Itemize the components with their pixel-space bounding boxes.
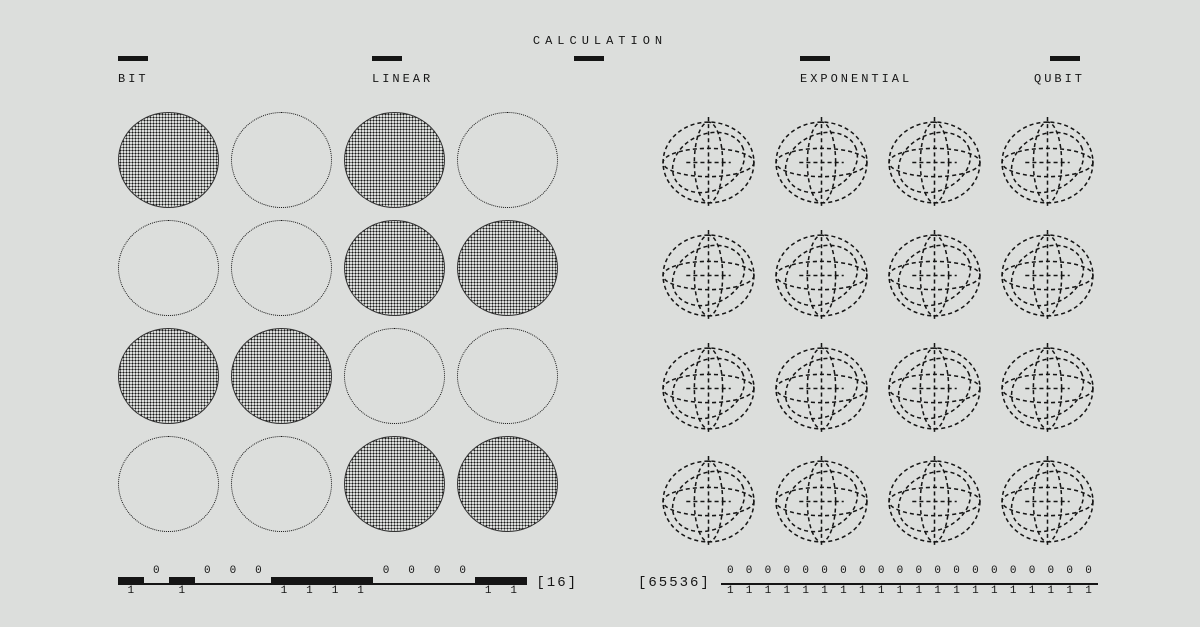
label-qubit: QUBIT — [1034, 72, 1085, 86]
qubit-sphere — [658, 338, 759, 439]
qubit-sphere — [997, 225, 1098, 326]
bit-circle-on — [118, 328, 219, 424]
bit-circle-off — [118, 436, 219, 532]
bit-circle-off — [118, 220, 219, 316]
qubit-sphere — [771, 112, 872, 213]
label-linear: LINEAR — [372, 72, 433, 86]
qubit-sphere — [658, 451, 759, 552]
qubit-sphere — [884, 225, 985, 326]
bit-count: [16] — [536, 575, 578, 597]
qubit-count: [65536] — [638, 575, 711, 597]
qubit-panel — [658, 112, 1098, 532]
qubit-sphere — [997, 338, 1098, 439]
qubit-footer: [65536] 00000000000000000000111111111111… — [638, 563, 1098, 597]
header-tick — [372, 56, 402, 61]
bit-circle-off — [231, 436, 332, 532]
qubit-sphere — [884, 112, 985, 213]
bit-circle-on — [118, 112, 219, 208]
qubit-binary-track: 0000000000000000000011111111111111111111 — [721, 565, 1098, 597]
bit-circle-on — [344, 220, 445, 316]
qubit-sphere — [997, 112, 1098, 213]
header-tick — [118, 56, 148, 61]
bit-circle-on — [457, 220, 558, 316]
bit-circle-off — [457, 328, 558, 424]
bit-circle-on — [231, 328, 332, 424]
bit-binary-track: 0000000011111111 — [118, 565, 526, 597]
qubit-sphere — [884, 338, 985, 439]
bit-panel — [118, 112, 558, 532]
bit-circle-off — [344, 328, 445, 424]
bit-circle-off — [231, 220, 332, 316]
qubit-sphere — [771, 451, 872, 552]
qubit-grid — [658, 112, 1098, 532]
header-tick — [800, 56, 830, 61]
bit-circle-off — [457, 112, 558, 208]
header-tick — [1050, 56, 1080, 61]
qubit-sphere — [658, 112, 759, 213]
qubit-sphere — [884, 451, 985, 552]
qubit-sphere — [771, 338, 872, 439]
bit-grid — [118, 112, 558, 532]
qubit-sphere — [997, 451, 1098, 552]
bit-circle-off — [231, 112, 332, 208]
bit-circle-on — [344, 112, 445, 208]
qubit-sphere — [771, 225, 872, 326]
label-exponential: EXPONENTIAL — [800, 72, 912, 86]
bit-footer: 0000000011111111 [16] — [118, 563, 578, 597]
label-bit: BIT — [118, 72, 149, 86]
bit-circle-on — [344, 436, 445, 532]
bit-circle-on — [457, 436, 558, 532]
title: CALCULATION — [533, 34, 667, 48]
header-tick — [574, 56, 604, 61]
qubit-sphere — [658, 225, 759, 326]
